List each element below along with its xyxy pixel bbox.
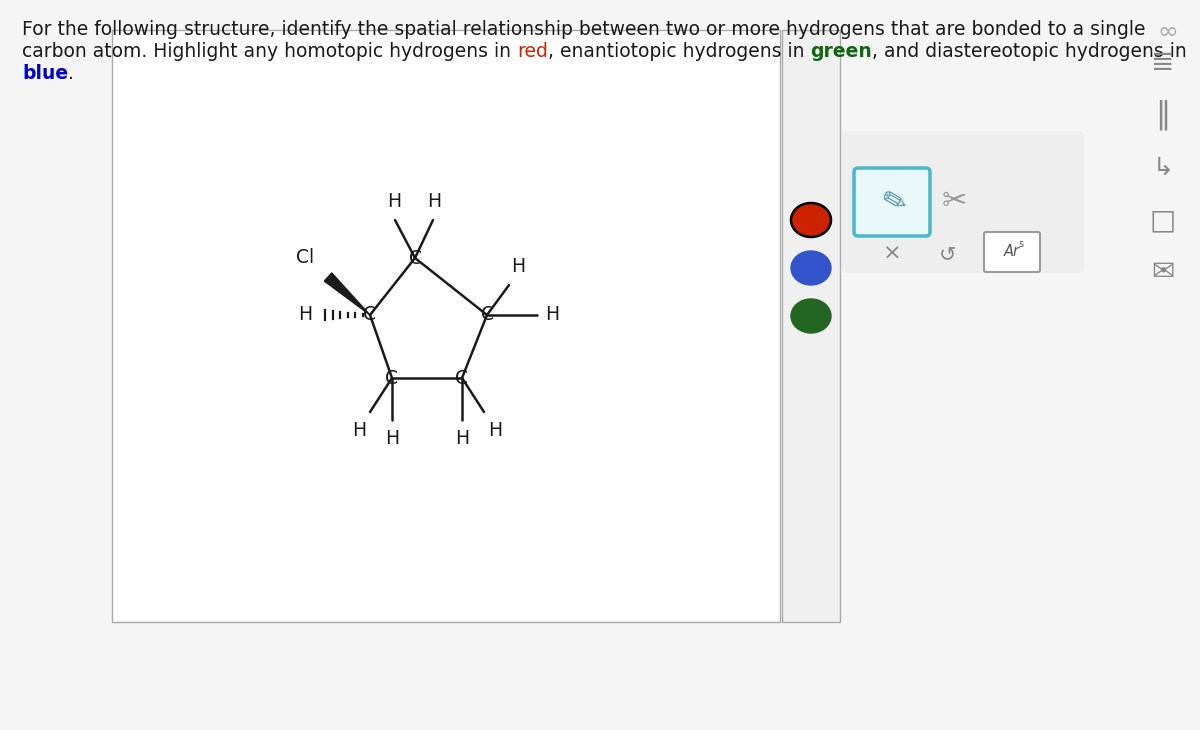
Ellipse shape (791, 203, 830, 237)
Text: .: . (68, 64, 74, 83)
Text: ‖: ‖ (1156, 100, 1170, 130)
Polygon shape (324, 273, 370, 315)
Text: red: red (517, 42, 548, 61)
Text: H: H (427, 192, 442, 211)
Text: , enantiotopic hydrogens in: , enantiotopic hydrogens in (548, 42, 810, 61)
Text: ≣: ≣ (1151, 48, 1175, 76)
Text: carbon atom. Highlight any homotopic hydrogens in: carbon atom. Highlight any homotopic hyd… (22, 42, 517, 61)
Text: C: C (364, 305, 377, 325)
Text: ↳: ↳ (1152, 156, 1174, 180)
FancyBboxPatch shape (112, 30, 780, 622)
Text: ×: × (883, 244, 901, 264)
Text: Cl: Cl (296, 248, 314, 267)
Text: ✉: ✉ (1151, 258, 1175, 286)
Text: H: H (455, 429, 469, 448)
Text: C: C (456, 369, 468, 388)
Text: ↺: ↺ (940, 244, 956, 264)
Text: C: C (480, 305, 493, 325)
Ellipse shape (791, 251, 830, 285)
Text: For the following structure, identify the spatial relationship between two or mo: For the following structure, identify th… (22, 20, 1146, 39)
Text: , and diastereotopic hydrogens in: , and diastereotopic hydrogens in (872, 42, 1187, 61)
Text: H: H (488, 421, 502, 440)
Text: blue: blue (22, 64, 68, 83)
Text: s: s (1018, 239, 1024, 249)
Text: H: H (545, 305, 559, 325)
Text: ∞: ∞ (1158, 20, 1178, 44)
Text: green: green (810, 42, 872, 61)
Text: H: H (298, 305, 312, 325)
FancyBboxPatch shape (782, 30, 840, 622)
Text: H: H (511, 257, 526, 276)
Text: H: H (385, 429, 400, 448)
Text: C: C (385, 369, 398, 388)
Text: H: H (352, 421, 366, 440)
Text: Ar: Ar (1004, 245, 1020, 259)
Text: ✂: ✂ (941, 188, 967, 217)
Text: □: □ (1150, 206, 1176, 234)
Ellipse shape (791, 299, 830, 333)
Text: C: C (408, 248, 421, 267)
FancyBboxPatch shape (842, 131, 1084, 273)
Text: ✏: ✏ (874, 183, 911, 221)
FancyBboxPatch shape (984, 232, 1040, 272)
Text: H: H (386, 192, 401, 211)
FancyBboxPatch shape (854, 168, 930, 236)
